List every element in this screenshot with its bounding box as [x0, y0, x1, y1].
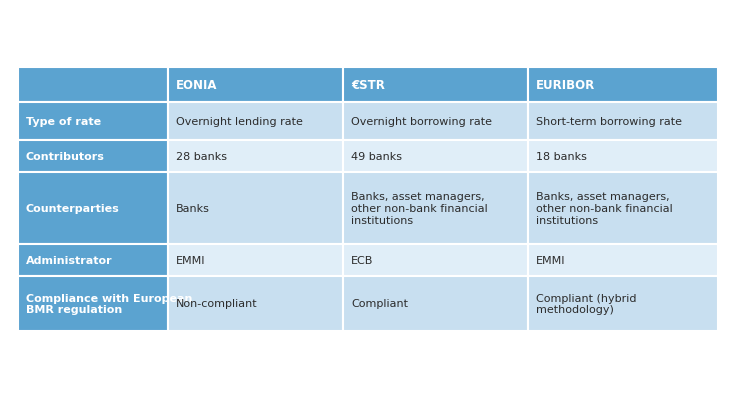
Text: Compliant: Compliant — [351, 299, 408, 309]
Text: Contributors: Contributors — [26, 152, 105, 162]
Text: Banks, asset managers,
other non-bank financial
institutions: Banks, asset managers, other non-bank fi… — [351, 192, 488, 225]
Bar — [18, 141, 168, 173]
Text: EMMI: EMMI — [176, 255, 206, 265]
Bar — [168, 141, 343, 173]
Text: 49 banks: 49 banks — [351, 152, 402, 162]
Text: Compliant (hybrid
methodology): Compliant (hybrid methodology) — [536, 293, 637, 315]
Bar — [168, 245, 343, 276]
Bar — [343, 276, 528, 331]
Bar — [343, 103, 528, 141]
Text: Compliance with European
BMR regulation: Compliance with European BMR regulation — [26, 293, 193, 315]
Text: Banks: Banks — [176, 204, 210, 213]
Text: €STR: €STR — [351, 79, 385, 92]
Text: Counterparties: Counterparties — [26, 204, 120, 213]
Bar — [168, 276, 343, 331]
Text: ECB: ECB — [351, 255, 373, 265]
Bar — [18, 173, 168, 245]
Text: EONIA: EONIA — [176, 79, 218, 92]
Text: Type of rate: Type of rate — [26, 117, 101, 127]
Bar — [18, 245, 168, 276]
Bar — [343, 245, 528, 276]
Bar — [528, 276, 718, 331]
Bar — [168, 103, 343, 141]
Text: Banks, asset managers,
other non-bank financial
institutions: Banks, asset managers, other non-bank fi… — [536, 192, 673, 225]
Bar — [528, 173, 718, 245]
Bar — [168, 173, 343, 245]
Bar — [528, 103, 718, 141]
Bar — [528, 141, 718, 173]
Bar — [18, 276, 168, 331]
Text: Non-compliant: Non-compliant — [176, 299, 258, 309]
Bar — [18, 68, 168, 103]
Bar — [528, 245, 718, 276]
Bar — [18, 103, 168, 141]
Bar — [528, 68, 718, 103]
Text: Short-term borrowing rate: Short-term borrowing rate — [536, 117, 682, 127]
Text: 18 banks: 18 banks — [536, 152, 587, 162]
Text: 28 banks: 28 banks — [176, 152, 227, 162]
Text: EURIBOR: EURIBOR — [536, 79, 595, 92]
Text: Administrator: Administrator — [26, 255, 112, 265]
Text: EMMI: EMMI — [536, 255, 566, 265]
Bar — [343, 141, 528, 173]
Bar — [343, 68, 528, 103]
Text: Overnight borrowing rate: Overnight borrowing rate — [351, 117, 492, 127]
Bar — [168, 68, 343, 103]
Bar — [343, 173, 528, 245]
Text: Overnight lending rate: Overnight lending rate — [176, 117, 303, 127]
